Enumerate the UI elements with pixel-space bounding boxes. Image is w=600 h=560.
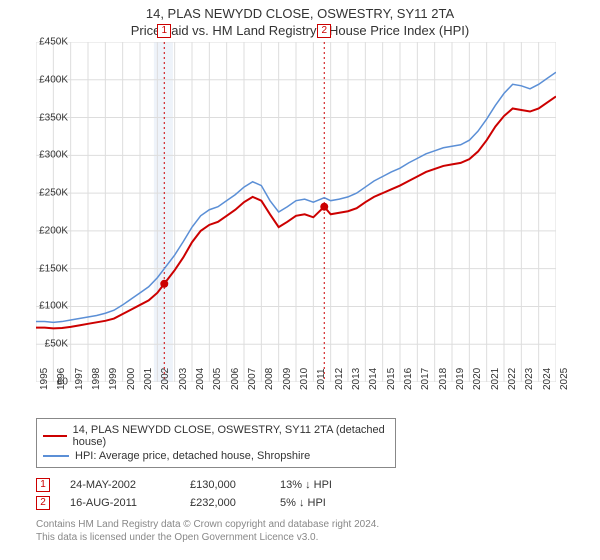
sale-row: 2 16-AUG-2011£232,0005% ↓ HPI: [36, 494, 600, 512]
y-axis-label: £100K: [39, 301, 68, 312]
x-axis-label: 2021: [490, 368, 501, 390]
sale-date: 24-MAY-2002: [70, 479, 190, 491]
x-axis-label: 2009: [282, 368, 293, 390]
sale-price: £232,000: [190, 497, 280, 509]
sale-date: 16-AUG-2011: [70, 497, 190, 509]
x-axis-label: 1998: [91, 368, 102, 390]
x-axis-label: 2007: [247, 368, 258, 390]
x-axis-label: 2019: [455, 368, 466, 390]
y-axis-label: £350K: [39, 112, 68, 123]
legend-label: HPI: Average price, detached house, Shro…: [75, 450, 310, 462]
footnote: Contains HM Land Registry data © Crown c…: [36, 518, 600, 544]
sale-marker-box: 1: [157, 24, 171, 38]
y-axis-label: £300K: [39, 150, 68, 161]
chart-title: 14, PLAS NEWYDD CLOSE, OSWESTRY, SY11 2T…: [0, 0, 600, 21]
x-axis-label: 2008: [264, 368, 275, 390]
y-axis-label: £250K: [39, 188, 68, 199]
legend-label: 14, PLAS NEWYDD CLOSE, OSWESTRY, SY11 2T…: [73, 424, 389, 448]
x-axis-label: 2017: [420, 368, 431, 390]
y-axis-label: £150K: [39, 263, 68, 274]
sale-marker-box: 2: [317, 24, 331, 38]
x-axis-label: 1995: [39, 368, 50, 390]
x-axis-label: 2016: [403, 368, 414, 390]
x-axis-label: 2000: [126, 368, 137, 390]
x-axis-label: 2010: [299, 368, 310, 390]
legend-swatch: [43, 435, 67, 437]
x-axis-label: 1997: [74, 368, 85, 390]
x-axis-label: 2015: [386, 368, 397, 390]
sale-hpi-diff: 5% ↓ HPI: [280, 497, 370, 509]
x-axis-label: 2003: [178, 368, 189, 390]
footnote-line: This data is licensed under the Open Gov…: [36, 531, 600, 544]
sale-number-box: 2: [36, 496, 50, 510]
x-axis-label: 2020: [472, 368, 483, 390]
legend: 14, PLAS NEWYDD CLOSE, OSWESTRY, SY11 2T…: [36, 418, 396, 468]
y-axis-label: £50K: [45, 339, 68, 350]
legend-item: 14, PLAS NEWYDD CLOSE, OSWESTRY, SY11 2T…: [43, 423, 389, 449]
sale-number-box: 1: [36, 478, 50, 492]
x-axis-label: 2018: [438, 368, 449, 390]
y-axis-label: £400K: [39, 74, 68, 85]
y-axis-label: £200K: [39, 225, 68, 236]
x-axis-label: 1996: [56, 368, 67, 390]
legend-item: HPI: Average price, detached house, Shro…: [43, 449, 389, 463]
footnote-line: Contains HM Land Registry data © Crown c…: [36, 518, 600, 531]
line-chart: [36, 42, 556, 382]
x-axis-label: 2024: [542, 368, 553, 390]
x-axis-label: 2023: [524, 368, 535, 390]
sale-price: £130,000: [190, 479, 280, 491]
x-axis-label: 2022: [507, 368, 518, 390]
x-axis-label: 2013: [351, 368, 362, 390]
chart-subtitle: Price paid vs. HM Land Registry's House …: [0, 21, 600, 42]
x-axis-label: 2002: [160, 368, 171, 390]
y-axis-label: £450K: [39, 37, 68, 48]
sales-table: 1 24-MAY-2002£130,00013% ↓ HPI 2 16-AUG-201…: [36, 476, 600, 512]
x-axis-label: 2012: [334, 368, 345, 390]
x-axis-label: 2025: [559, 368, 570, 390]
x-axis-label: 2011: [316, 368, 327, 390]
x-axis-label: 2005: [212, 368, 223, 390]
x-axis-label: 2006: [230, 368, 241, 390]
sale-hpi-diff: 13% ↓ HPI: [280, 479, 370, 491]
chart-area: £0£50K£100K£150K£200K£250K£300K£350K£400…: [36, 42, 596, 412]
legend-swatch: [43, 455, 69, 457]
x-axis-label: 2014: [368, 368, 379, 390]
x-axis-label: 2001: [143, 368, 154, 390]
x-axis-label: 2004: [195, 368, 206, 390]
sale-row: 1 24-MAY-2002£130,00013% ↓ HPI: [36, 476, 600, 494]
x-axis-label: 1999: [108, 368, 119, 390]
